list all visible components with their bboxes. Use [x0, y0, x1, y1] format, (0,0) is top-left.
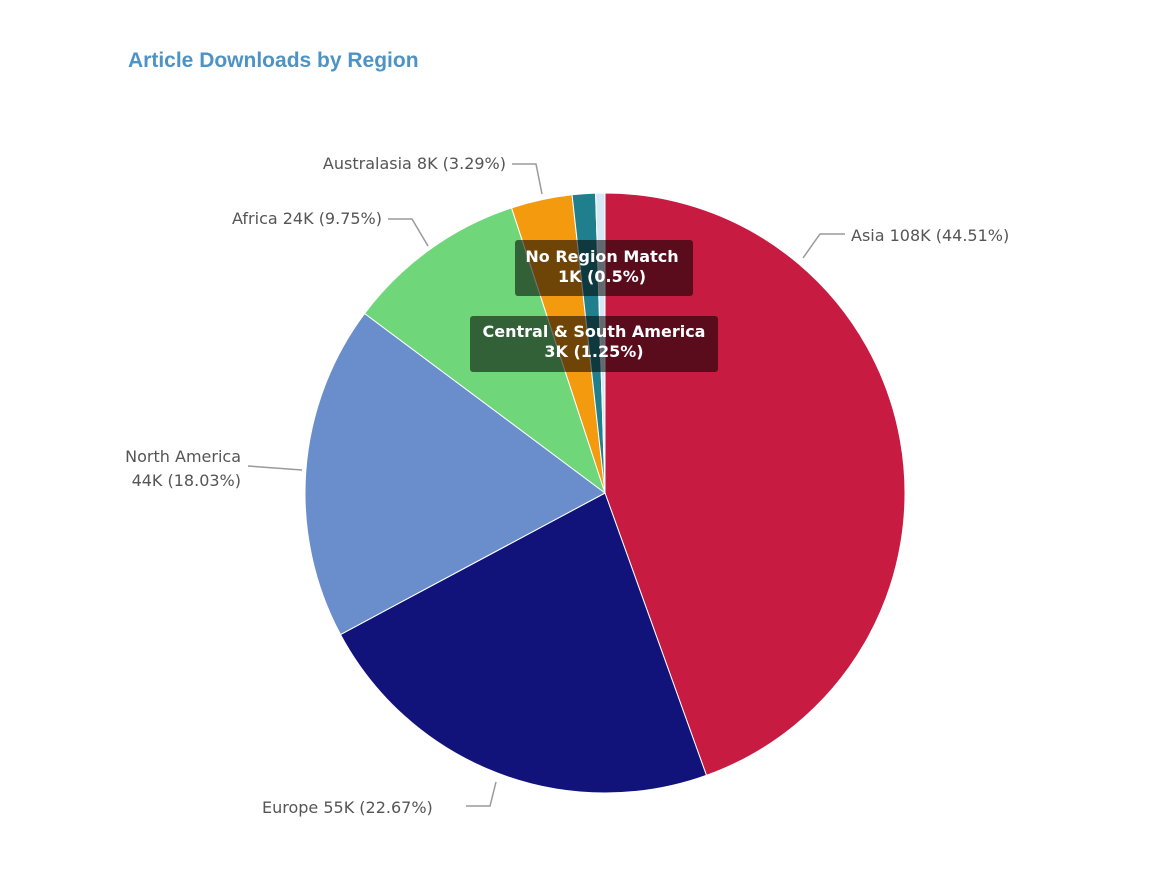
tooltip-no-region-name: No Region Match — [525, 247, 678, 266]
label-africa: Africa 24K (9.75%) — [232, 209, 382, 228]
label-north-america-value: 44K (18.03%) — [132, 471, 241, 490]
label-europe: Europe 55K (22.67%) — [262, 798, 433, 817]
pie-slice-europe[interactable] — [339, 492, 708, 794]
tooltip-box — [470, 316, 718, 372]
label-asia: Asia 108K (44.51%) — [851, 226, 1009, 245]
chart-title: Article Downloads by Region — [128, 49, 419, 72]
tooltip-central-name: Central & South America — [483, 322, 706, 341]
tooltip-box — [515, 240, 693, 296]
tooltip-no-region-value: 1K (0.5%) — [558, 267, 646, 286]
leader-line-asia — [802, 233, 845, 259]
leader-line-europe — [466, 781, 497, 807]
label-north-america-name: North America — [125, 447, 241, 466]
leader-line-north-america — [247, 465, 303, 471]
tooltip-central-value: 3K (1.25%) — [544, 342, 643, 361]
label-australasia: Australasia 8K (3.29%) — [323, 154, 506, 173]
leader-line-australasia — [512, 163, 543, 195]
leader-line-africa — [388, 218, 429, 247]
tooltip-central-south-america: Central & South America 3K (1.25%) — [470, 316, 718, 372]
tooltip-no-region-match: No Region Match 1K (0.5%) — [515, 240, 693, 296]
pie-slice-north-america[interactable] — [304, 312, 606, 636]
leader-lines — [247, 163, 845, 807]
